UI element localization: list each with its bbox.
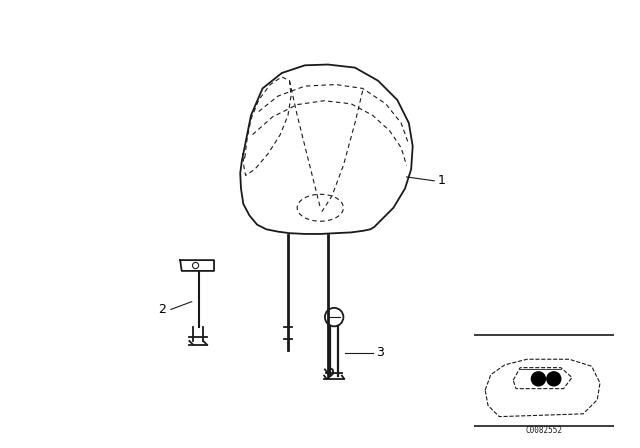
Text: 2: 2 <box>159 303 166 316</box>
Circle shape <box>531 372 545 386</box>
Text: C0082552: C0082552 <box>525 426 563 435</box>
Circle shape <box>547 372 561 386</box>
Text: 1: 1 <box>437 174 445 187</box>
Text: 3: 3 <box>376 346 383 359</box>
